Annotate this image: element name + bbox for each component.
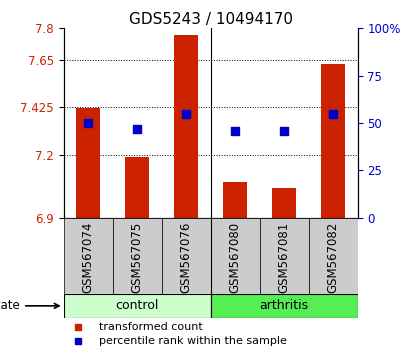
Bar: [64, 294, 210, 318]
Text: transformed count: transformed count: [99, 322, 203, 332]
Bar: [174, 35, 199, 218]
Bar: [272, 188, 296, 218]
Bar: [321, 64, 345, 218]
Text: GSM567080: GSM567080: [229, 222, 242, 293]
Bar: [260, 218, 309, 294]
Text: GSM567081: GSM567081: [277, 222, 291, 293]
Bar: [125, 157, 150, 218]
Text: GSM567074: GSM567074: [82, 222, 95, 293]
Text: GSM567075: GSM567075: [131, 222, 144, 293]
Bar: [64, 218, 113, 294]
Point: [232, 128, 238, 133]
Text: GSM567076: GSM567076: [180, 222, 193, 293]
Bar: [309, 218, 358, 294]
Text: control: control: [115, 299, 159, 312]
Bar: [76, 108, 100, 218]
Bar: [211, 218, 260, 294]
Point: [281, 128, 287, 133]
Point: [85, 120, 92, 126]
Bar: [223, 182, 247, 218]
Bar: [211, 294, 358, 318]
Text: GSM567082: GSM567082: [327, 222, 339, 293]
Text: disease state: disease state: [0, 299, 59, 312]
Bar: [113, 218, 162, 294]
Point: [134, 126, 141, 132]
Point: [330, 111, 336, 116]
Text: arthritis: arthritis: [259, 299, 309, 312]
Point: [183, 111, 189, 116]
Bar: [162, 218, 211, 294]
Title: GDS5243 / 10494170: GDS5243 / 10494170: [129, 12, 293, 27]
Text: percentile rank within the sample: percentile rank within the sample: [99, 336, 287, 346]
